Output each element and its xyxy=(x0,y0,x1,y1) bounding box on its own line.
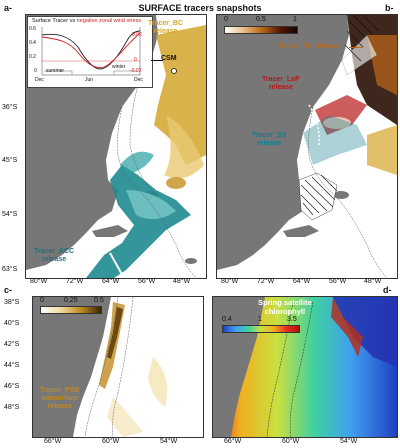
panel-a-lat-3: 63°S xyxy=(2,266,18,273)
panel-c-cbar-tick-2: 0.5 xyxy=(94,297,104,304)
release-ss-line1: Tracer_SS xyxy=(252,132,287,139)
release-bc-label: Tracer_BC release xyxy=(148,20,183,36)
panel-a-lon-1: 72°W xyxy=(66,278,84,285)
panel-a-lon-3: 56°W xyxy=(138,278,156,285)
panel-d-title-line1: Spring satellite xyxy=(258,298,312,307)
inset-title-part2: negative zonal wind stress xyxy=(76,18,142,24)
panel-d-cbar-tick-1: 1 xyxy=(258,316,262,323)
inset-wind-curve xyxy=(41,32,141,68)
release-lap-line1: Tracer_LaP xyxy=(262,76,300,83)
inset-timeseries: Surface Tracer vs negative zonal wind st… xyxy=(27,16,153,88)
panel-c-map-graphic xyxy=(33,297,203,437)
release-ss-line2: release xyxy=(257,140,282,147)
panel-b-lon-2: 64°W xyxy=(293,278,311,285)
inset-ytick-left-1: 0.4 xyxy=(29,40,36,46)
release-ns-arrow xyxy=(349,47,363,48)
panel-d-lon-1: 60°W xyxy=(282,438,300,445)
release-psb-line1: Tracer_PSB xyxy=(40,387,80,394)
panel-a-lon-2: 64°W xyxy=(102,278,120,285)
panel-c-lat-1: 40°S xyxy=(4,320,20,327)
panel-b-map-graphic xyxy=(217,15,397,278)
panel-c-cbar-tick-1: 0.25 xyxy=(64,297,78,304)
panel-c-lat-2: 42°S xyxy=(4,341,20,348)
release-psb-line3: release xyxy=(47,403,72,410)
panel-b-cbar-tick-2: 1 xyxy=(293,16,297,23)
panel-label-a: a- xyxy=(4,3,13,13)
inset-ytick-right-0: 0.02 xyxy=(132,32,142,38)
panel-c-lat-5: 48°S xyxy=(4,404,20,411)
release-acc-label: Tracer_ACC release xyxy=(34,248,74,264)
inset-ytick-right-2: -0.02 xyxy=(130,68,142,74)
release-psb-label: Tracer_PSB subsurface release xyxy=(40,387,79,411)
panel-d-map-graphic xyxy=(213,297,397,437)
panel-c-cbar-tick-0: 0 xyxy=(40,297,44,304)
panel-b-lon-0: 80°W xyxy=(221,278,239,285)
inset-xtick-0: Dec xyxy=(35,77,44,83)
panel-d-cbar-tick-0: 0.4 xyxy=(222,316,232,323)
inset-ytick-left-3: 0 xyxy=(34,68,37,74)
release-bc-line1: Tracer_BC xyxy=(148,20,184,27)
panel-label-d: d- xyxy=(383,285,392,295)
inset-season-winter: winter xyxy=(112,64,126,70)
panel-b-cbar-tick-1: 0.5 xyxy=(256,16,266,23)
release-psb-line2: subsurface xyxy=(40,395,79,402)
panel-a-lon-0: 80°W xyxy=(30,278,48,285)
panel-a-lat-2: 54°S xyxy=(2,211,18,218)
panel-c-map xyxy=(32,296,204,438)
release-ns-label: Tracer_NS release xyxy=(278,43,339,50)
panel-b-colorbar xyxy=(224,26,298,34)
panel-d-cbar-tick-2: 3.5 xyxy=(287,316,297,323)
release-acc-line2: release xyxy=(41,256,67,263)
inset-timeseries-graphic xyxy=(41,27,141,76)
panel-d-colorbar xyxy=(222,325,300,333)
csm-label: CSM xyxy=(161,55,177,62)
release-lap-label: Tracer_LaP release xyxy=(262,76,300,92)
panel-label-b: b- xyxy=(385,3,394,13)
panel-c-colorbar xyxy=(40,306,102,314)
inset-xtick-2: Dec xyxy=(134,77,143,83)
panel-b-cbar-tick-0: 0 xyxy=(224,16,228,23)
panel-c-lon-2: 54°W xyxy=(160,438,178,445)
panel-d-title-line2: chlorophyll xyxy=(264,307,306,316)
panel-b-lon-4: 48°W xyxy=(364,278,382,285)
panel-c-lat-4: 46°S xyxy=(4,383,20,390)
panel-a-lon-4: 48°W xyxy=(173,278,191,285)
inset-season-summer: summer xyxy=(46,68,65,74)
panel-c-lat-0: 38°S xyxy=(4,299,20,306)
release-acc-line1: Tracer_ACC xyxy=(34,248,75,255)
panel-d-title: Spring satellite chlorophyll xyxy=(258,298,312,316)
panel-d-map xyxy=(212,296,398,438)
panel-a-lat-0: 36°S xyxy=(2,104,18,111)
panel-d-lon-2: 54°W xyxy=(340,438,358,445)
panel-a-lat-1: 45°S xyxy=(2,157,18,164)
release-lap-line2: release xyxy=(268,84,293,91)
csm-arrow xyxy=(151,60,163,61)
panel-b-lon-1: 72°W xyxy=(257,278,275,285)
inset-xtick-1: Jun xyxy=(85,77,94,83)
inset-title-part1: Surface Tracer vs xyxy=(32,18,77,24)
release-ss-label: Tracer_SS release xyxy=(252,132,286,148)
inset-ytick-right-1: 0 xyxy=(134,57,137,63)
panel-d-lon-0: 66°W xyxy=(224,438,242,445)
panel-c-lat-3: 44°S xyxy=(4,362,20,369)
panel-c-lon-0: 66°W xyxy=(44,438,62,445)
inset-tracer-curve xyxy=(41,30,141,70)
inset-ytick-left-2: 0.2 xyxy=(29,54,36,60)
release-bc-line2: release xyxy=(153,28,178,35)
inset-title: Surface Tracer vs negative zonal wind st… xyxy=(32,18,141,24)
panel-b-lon-3: 56°W xyxy=(329,278,347,285)
panel-label-c: c- xyxy=(4,285,13,295)
figure-title: SURFACE tracers snapshots xyxy=(138,3,262,13)
panel-b-map xyxy=(216,14,398,279)
panel-c-lon-1: 60°W xyxy=(102,438,120,445)
inset-ytick-left-0: 0.6 xyxy=(29,26,36,32)
